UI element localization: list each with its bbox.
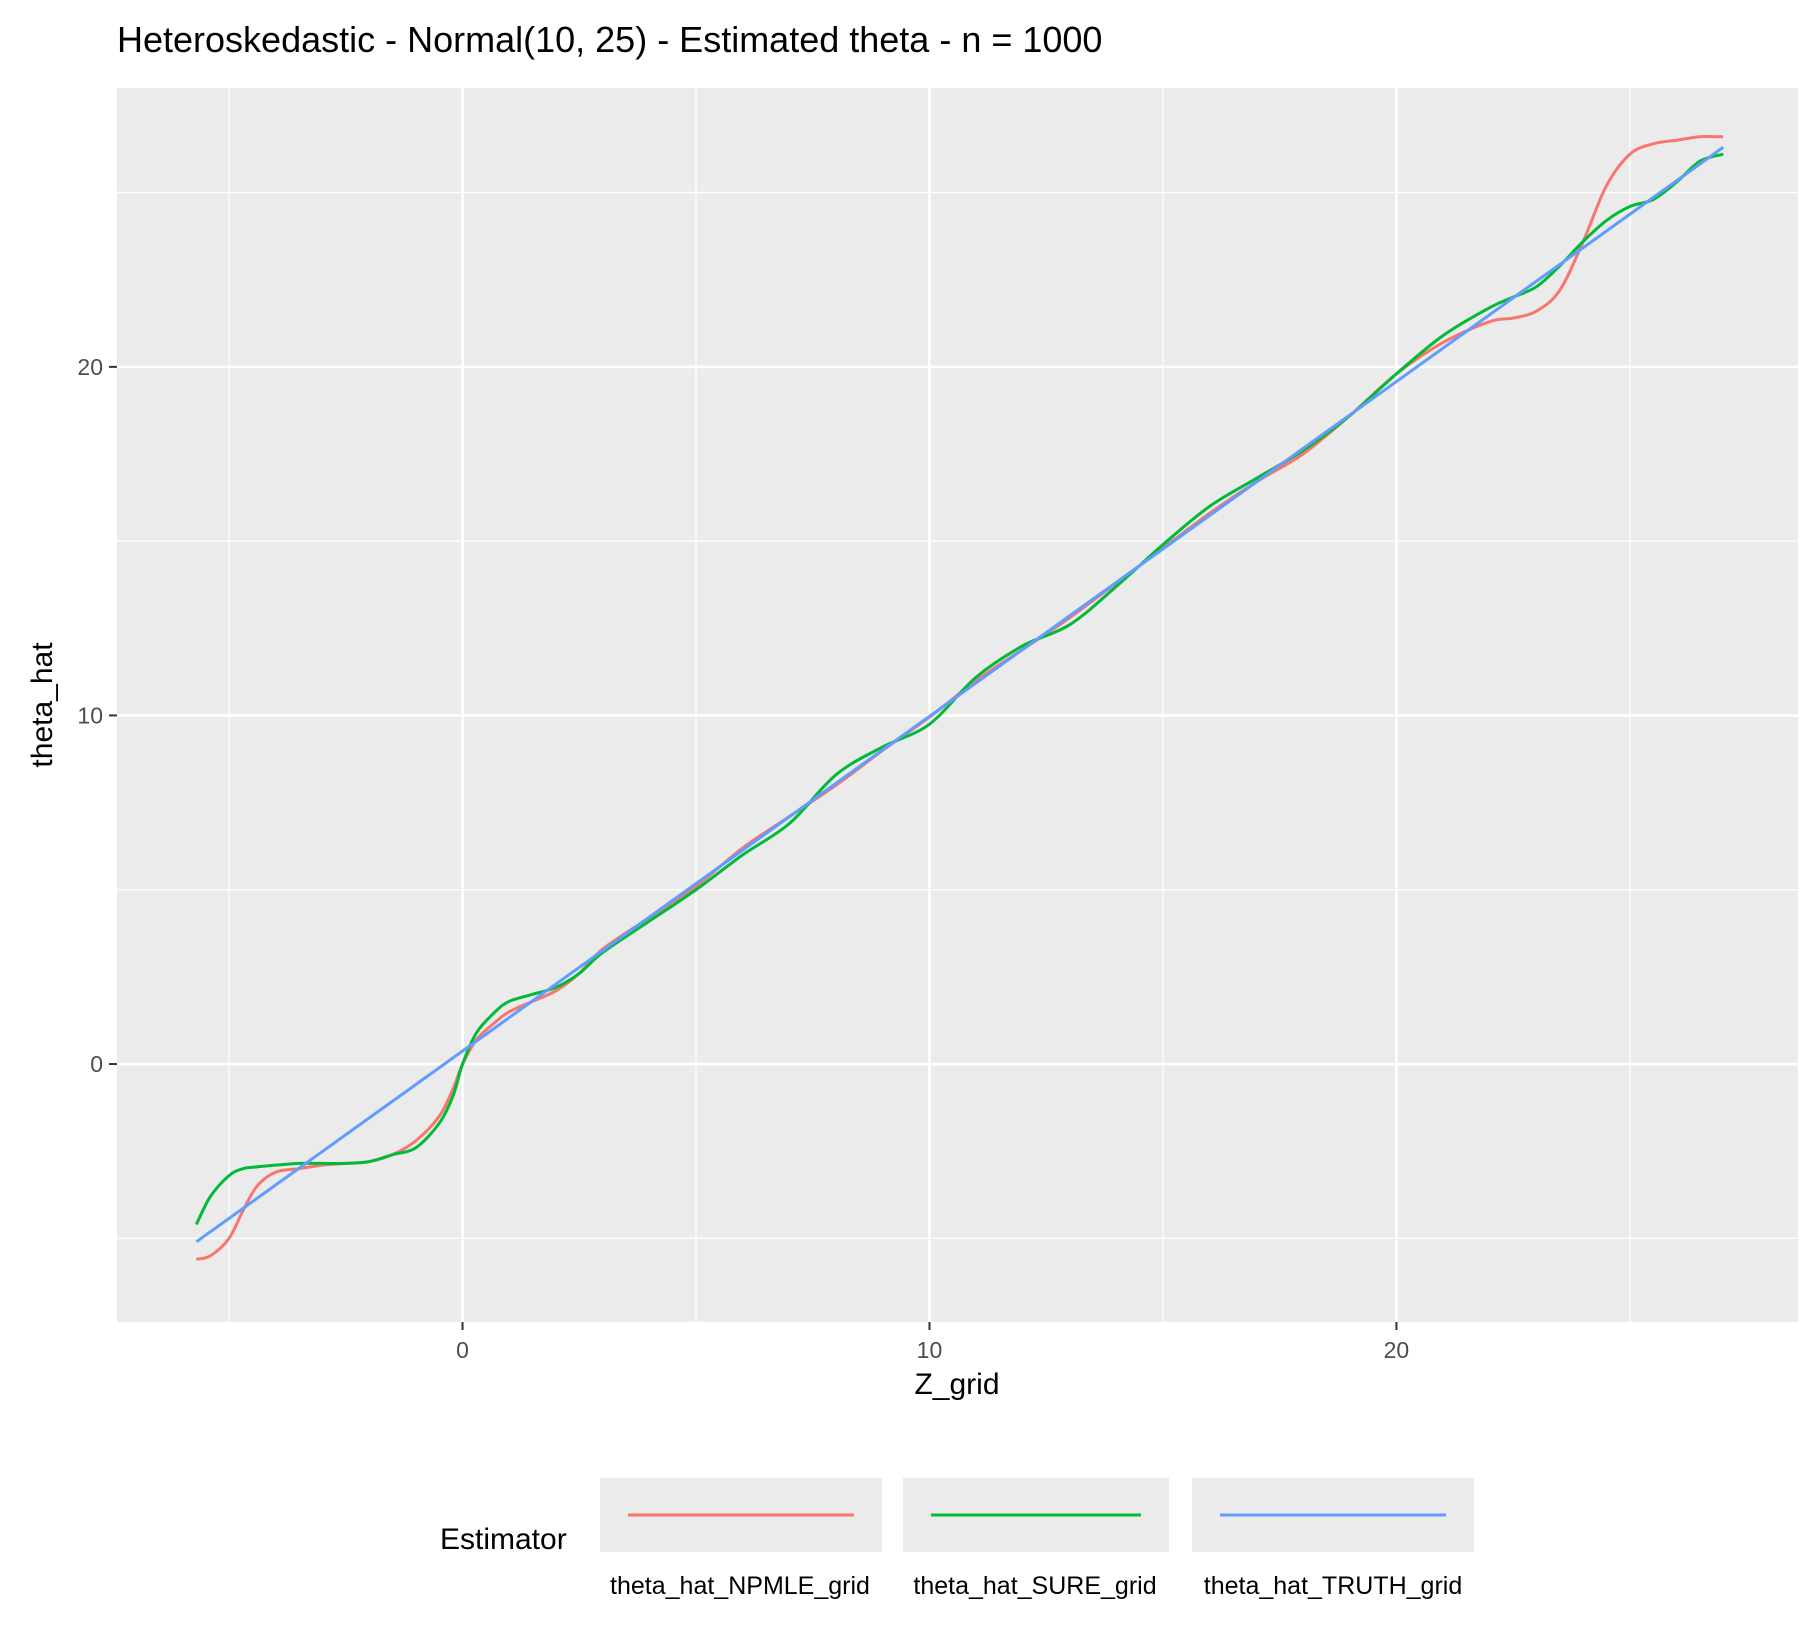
x-axis-title: Z_grid <box>914 1368 999 1401</box>
y-tick-label: 0 <box>90 1051 103 1077</box>
legend-label: theta_hat_SURE_grid <box>913 1572 1156 1600</box>
minor-gridlines <box>117 88 1798 1322</box>
y-tick-label: 20 <box>77 354 103 380</box>
major-gridlines <box>117 88 1798 1322</box>
y-tick-label: 10 <box>77 702 103 728</box>
x-tick-label: 20 <box>1384 1337 1410 1363</box>
series-lines <box>195 135 1725 1261</box>
y-axis-title: theta_hat <box>26 642 59 768</box>
legend: Estimator theta_hat_NPMLE_grid theta_hat_… <box>440 1478 1474 1600</box>
y-axis: 0 10 20 <box>77 354 117 1077</box>
x-axis: 0 10 20 <box>456 1322 1409 1363</box>
x-tick-label: 10 <box>917 1337 943 1363</box>
x-tick-label: 0 <box>456 1337 469 1363</box>
series-line-theta_hat_SURE_grid <box>195 152 1724 1226</box>
legend-label: theta_hat_NPMLE_grid <box>610 1572 870 1600</box>
chart-title: Heteroskedastic - Normal(10, 25) - Estim… <box>117 19 1102 60</box>
legend-title: Estimator <box>440 1523 567 1556</box>
legend-label: theta_hat_TRUTH_grid <box>1204 1572 1462 1600</box>
series-line-theta_hat_TRUTH_grid <box>195 146 1725 1244</box>
